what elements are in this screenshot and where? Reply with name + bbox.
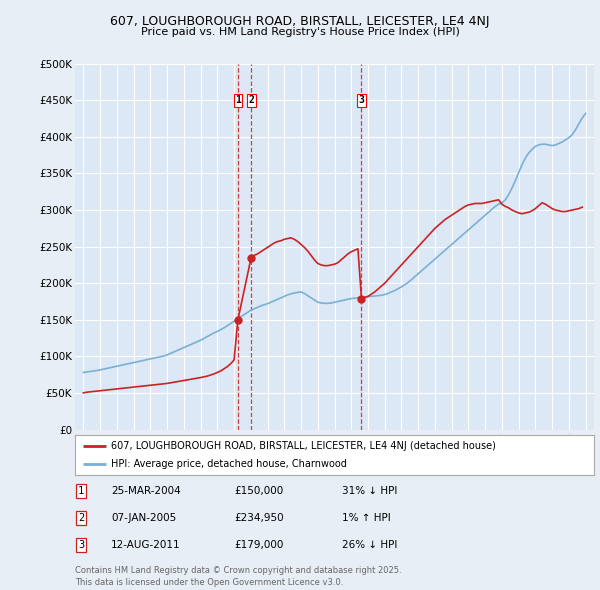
Text: 25-MAR-2004: 25-MAR-2004 bbox=[111, 486, 181, 496]
Text: 26% ↓ HPI: 26% ↓ HPI bbox=[342, 540, 397, 550]
Text: 1: 1 bbox=[78, 486, 84, 496]
Text: 3: 3 bbox=[78, 540, 84, 550]
Text: Price paid vs. HM Land Registry's House Price Index (HPI): Price paid vs. HM Land Registry's House … bbox=[140, 27, 460, 37]
Text: 07-JAN-2005: 07-JAN-2005 bbox=[111, 513, 176, 523]
Text: £234,950: £234,950 bbox=[234, 513, 284, 523]
Text: HPI: Average price, detached house, Charnwood: HPI: Average price, detached house, Char… bbox=[112, 459, 347, 469]
Text: 31% ↓ HPI: 31% ↓ HPI bbox=[342, 486, 397, 496]
Text: 2: 2 bbox=[78, 513, 84, 523]
Text: £179,000: £179,000 bbox=[234, 540, 283, 550]
Text: 607, LOUGHBOROUGH ROAD, BIRSTALL, LEICESTER, LE4 4NJ: 607, LOUGHBOROUGH ROAD, BIRSTALL, LEICES… bbox=[110, 15, 490, 28]
Text: 1% ↑ HPI: 1% ↑ HPI bbox=[342, 513, 391, 523]
Text: £150,000: £150,000 bbox=[234, 486, 283, 496]
Text: 3: 3 bbox=[359, 96, 364, 105]
Text: 2: 2 bbox=[248, 96, 254, 105]
Text: 1: 1 bbox=[235, 96, 241, 105]
Text: 607, LOUGHBOROUGH ROAD, BIRSTALL, LEICESTER, LE4 4NJ (detached house): 607, LOUGHBOROUGH ROAD, BIRSTALL, LEICES… bbox=[112, 441, 496, 451]
Text: Contains HM Land Registry data © Crown copyright and database right 2025.
This d: Contains HM Land Registry data © Crown c… bbox=[75, 566, 401, 587]
Text: 12-AUG-2011: 12-AUG-2011 bbox=[111, 540, 181, 550]
